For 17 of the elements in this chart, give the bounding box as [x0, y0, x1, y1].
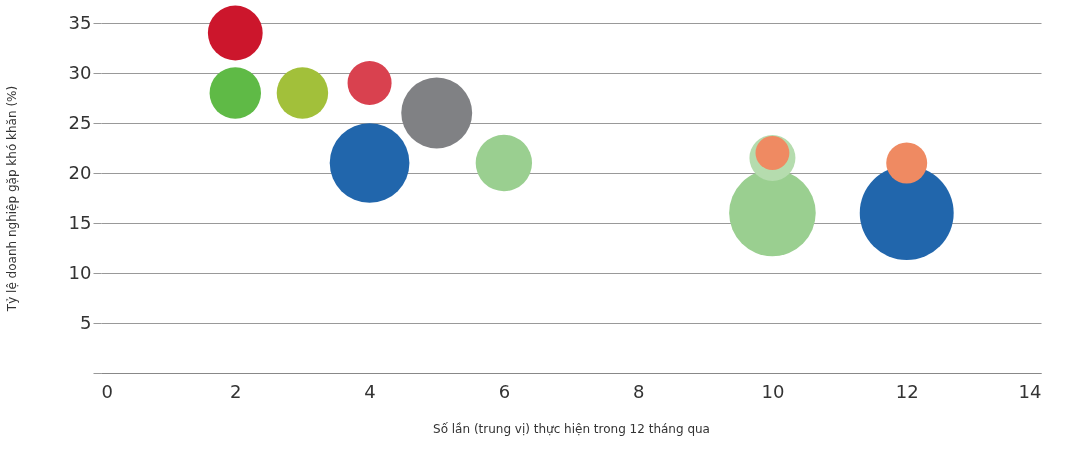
- x-axis-title: Số lần (trung vị) thực hiện trong 12 tháng qua: [433, 421, 710, 436]
- y-tick-label: 10: [68, 261, 92, 283]
- x-tick-label: 6: [498, 380, 511, 402]
- y-axis-title: Tỷ lệ doanh nghiệp gặp khó khăn (%): [4, 85, 19, 313]
- x-tick-label: 10: [761, 380, 785, 402]
- x-tick-label: 2: [230, 380, 242, 402]
- y-tick-label: 20: [68, 161, 92, 183]
- y-tick-label: 35: [68, 11, 92, 33]
- y-tick-label: 5: [80, 311, 92, 333]
- x-tick-label: 12: [895, 380, 919, 402]
- x-tick-label: 14: [1018, 380, 1042, 402]
- x-tick-label: 4: [364, 380, 376, 402]
- y-tick-label: 25: [68, 111, 92, 133]
- x-tick-label: 0: [101, 380, 113, 402]
- x-tick-label: 8: [632, 380, 645, 402]
- y-tick-label: 30: [68, 61, 92, 83]
- y-tick-label: 15: [68, 211, 92, 233]
